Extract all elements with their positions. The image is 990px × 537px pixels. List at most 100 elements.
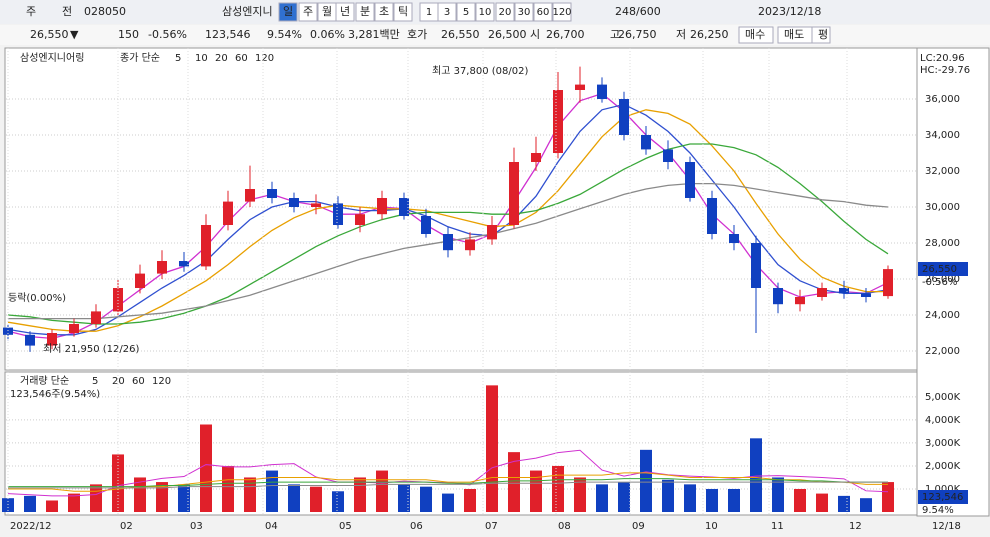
toolbar-field: 028050 bbox=[84, 5, 126, 18]
y-tick-label: 2,000K bbox=[925, 461, 961, 472]
candle-body bbox=[795, 297, 805, 305]
toolbar-button[interactable] bbox=[278, 2, 298, 22]
quote-field: 시 bbox=[530, 28, 540, 41]
chart-title: 거래량 단순 bbox=[20, 375, 69, 387]
candle-body bbox=[663, 149, 673, 162]
candle-body bbox=[25, 334, 35, 346]
candle-body bbox=[333, 203, 343, 225]
volume-average bbox=[8, 472, 888, 492]
x-tick-label: 12/18 bbox=[932, 521, 961, 532]
toolbar-button-label[interactable]: 분 bbox=[360, 5, 370, 18]
candle-body bbox=[641, 135, 651, 150]
quote-field: 26,500 bbox=[488, 28, 527, 41]
toolbar-button[interactable] bbox=[495, 2, 515, 22]
volume-bar bbox=[266, 470, 278, 512]
volume-bar bbox=[838, 495, 850, 512]
candle-body bbox=[839, 288, 849, 294]
volume-bar bbox=[728, 488, 740, 512]
toolbar-button[interactable] bbox=[533, 2, 553, 22]
toolbar-button[interactable] bbox=[475, 2, 495, 22]
toolbar-button-label[interactable]: 5 bbox=[463, 7, 469, 18]
toolbar-button-label[interactable]: 120 bbox=[552, 7, 571, 18]
annotation: 최고 37,800 (08/02) bbox=[432, 65, 528, 77]
toolbar-button-label[interactable]: 60 bbox=[537, 7, 550, 18]
volume-bar bbox=[354, 477, 366, 512]
quote-field: 9.54% bbox=[267, 28, 302, 41]
toolbar-button-label[interactable]: 틱 bbox=[398, 5, 408, 18]
toolbar-button[interactable] bbox=[355, 2, 375, 22]
volume-bar bbox=[816, 493, 828, 512]
toolbar-button[interactable] bbox=[437, 2, 457, 22]
legend-title: 종가 단순 bbox=[120, 52, 160, 64]
volume-info: 123,546주(9.54%) bbox=[10, 389, 100, 400]
toolbar-button[interactable] bbox=[335, 2, 355, 22]
quote-field: 26,750 bbox=[618, 28, 657, 41]
toolbar-button-label[interactable]: 3 bbox=[444, 7, 450, 18]
quote-field: 26,550 bbox=[30, 28, 69, 41]
quote-field: 고 bbox=[610, 28, 620, 41]
order-button-label[interactable]: 평 bbox=[818, 28, 828, 41]
candle-body bbox=[267, 189, 277, 198]
toolbar-button-label[interactable]: 년 bbox=[340, 5, 350, 18]
volume-bar bbox=[46, 500, 58, 512]
candle-body bbox=[861, 293, 871, 297]
order-button-label[interactable]: 매도 bbox=[784, 28, 804, 41]
x-tick-label: 07 bbox=[485, 521, 498, 532]
toolbar-button-label[interactable]: 초 bbox=[379, 5, 389, 18]
candle-body bbox=[157, 261, 167, 274]
toolbar-button-label[interactable]: 1 bbox=[426, 7, 432, 18]
volume-bar bbox=[288, 484, 300, 512]
toolbar-button[interactable] bbox=[514, 2, 534, 22]
toolbar-button[interactable] bbox=[374, 2, 394, 22]
volume-bar bbox=[332, 491, 344, 512]
candle-body bbox=[311, 203, 321, 207]
quote-field: 26,700 bbox=[546, 28, 585, 41]
y-tick-label: 5,000K bbox=[925, 392, 961, 403]
volume-bar bbox=[596, 484, 608, 512]
y-tick-label: 32,000 bbox=[925, 166, 960, 177]
toolbar-button-label[interactable]: 10 bbox=[479, 7, 492, 18]
volume-bar bbox=[574, 477, 586, 512]
y-tick-label: 30,000 bbox=[925, 202, 960, 213]
legend-entry: 10 bbox=[195, 53, 208, 64]
toolbar-button-label[interactable]: 월 bbox=[322, 5, 332, 18]
y-tick-label: 36,000 bbox=[925, 94, 960, 105]
order-button-label[interactable]: 매수 bbox=[745, 28, 765, 41]
volume-marker bbox=[918, 490, 968, 504]
toolbar-button-label[interactable]: 30 bbox=[518, 7, 531, 18]
candle-body bbox=[773, 288, 783, 305]
quote-field: 26,550 bbox=[441, 28, 480, 41]
volume-bar bbox=[310, 486, 322, 512]
legend-entry: 60 bbox=[235, 53, 248, 64]
toolbar-button-label[interactable]: 주 bbox=[303, 5, 313, 18]
volume-average bbox=[8, 481, 888, 489]
x-tick-label: 05 bbox=[339, 521, 352, 532]
x-tick-label: 03 bbox=[190, 521, 203, 532]
right-label: -0.56% bbox=[922, 277, 957, 288]
right-label: 9.54% bbox=[922, 505, 954, 516]
toolbar-button[interactable] bbox=[298, 2, 318, 22]
candle-body bbox=[113, 288, 123, 312]
x-tick-label: 08 bbox=[558, 521, 571, 532]
toolbar-button[interactable] bbox=[393, 2, 413, 22]
volume-bar bbox=[2, 498, 14, 512]
volume-bar bbox=[750, 438, 762, 512]
volume-bar bbox=[662, 479, 674, 512]
y-tick-label: 4,000K bbox=[925, 415, 961, 426]
volume-bar bbox=[178, 484, 190, 512]
candle-body bbox=[245, 189, 255, 202]
order-button[interactable] bbox=[811, 26, 831, 44]
y-tick-label: 24,000 bbox=[925, 310, 960, 321]
candle-body bbox=[179, 261, 189, 267]
candle-body bbox=[69, 324, 79, 333]
candle-body bbox=[47, 333, 57, 346]
toolbar-field: 2023/12/18 bbox=[758, 5, 821, 18]
toolbar-button-label[interactable]: 일 bbox=[283, 4, 293, 18]
volume-bar bbox=[860, 498, 872, 512]
y-tick-label: 3,000K bbox=[925, 438, 961, 449]
toolbar-button[interactable] bbox=[552, 2, 572, 22]
toolbar-button[interactable] bbox=[456, 2, 476, 22]
order-button[interactable] bbox=[738, 26, 774, 44]
candle-body bbox=[531, 153, 541, 162]
toolbar-button-label[interactable]: 20 bbox=[499, 7, 512, 18]
